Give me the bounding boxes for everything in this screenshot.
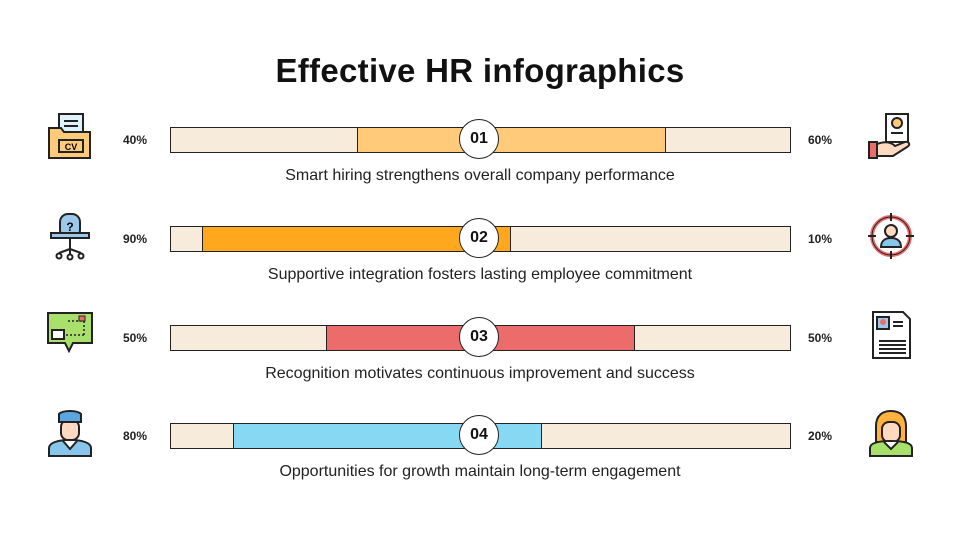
row-caption: Supportive integration fosters lasting e… — [267, 266, 693, 283]
hr-row-03: 50% 03 50% Recognition motivates continu… — [0, 311, 960, 425]
male-employee-icon — [45, 408, 95, 458]
row-caption: Recognition motivates continuous improve… — [265, 365, 695, 382]
cv-folder-icon: CV — [45, 112, 95, 162]
page-title: Effective HR infographics — [275, 52, 685, 89]
target-person-icon — [866, 211, 916, 261]
right-percent: 50% — [808, 331, 833, 345]
right-percent: 20% — [808, 429, 833, 443]
left-percent: 80% — [123, 429, 148, 443]
svg-text:?: ? — [66, 220, 73, 234]
left-percent: 90% — [123, 232, 148, 246]
right-percent: 10% — [808, 232, 833, 246]
step-number: 02 — [459, 218, 499, 258]
office-chair-question-icon: ? — [45, 211, 95, 261]
step-number: 03 — [459, 317, 499, 357]
row-caption: Smart hiring strengthens overall company… — [285, 167, 675, 184]
hr-row-01: CV 40% 01 60% Smart hiring strengthens ov… — [0, 113, 960, 227]
career-path-chat-icon — [45, 310, 95, 360]
step-number: 04 — [459, 415, 499, 455]
hr-row-04: 80% 04 20% Opportunities for growth main… — [0, 409, 960, 523]
right-percent: 60% — [808, 133, 833, 147]
hand-holding-resume-icon — [866, 112, 916, 162]
resume-document-icon — [866, 310, 916, 360]
left-percent: 50% — [123, 331, 148, 345]
row-caption: Opportunities for growth maintain long-t… — [279, 463, 681, 480]
hr-row-02: ? 90% 02 10% Supportive integration foste… — [0, 213, 960, 326]
svg-text:CV: CV — [65, 142, 78, 152]
left-percent: 40% — [123, 133, 148, 147]
step-number: 01 — [459, 119, 499, 159]
progress-fill — [356, 127, 667, 153]
female-employee-icon — [866, 408, 916, 458]
